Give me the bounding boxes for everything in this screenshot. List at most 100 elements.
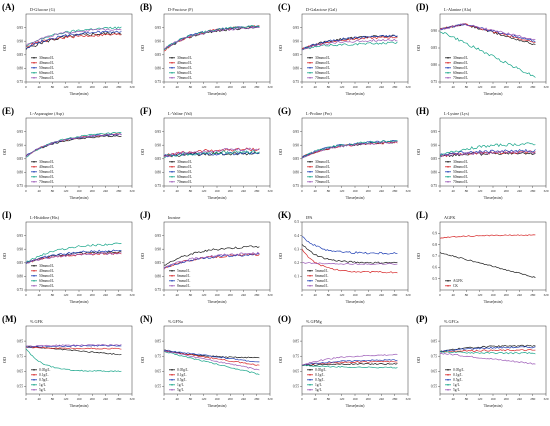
legend-label: 40mmol/L: [39, 61, 54, 65]
x-tick-label: 200: [228, 85, 233, 89]
x-tick-label: 320: [267, 293, 272, 297]
legend-marker: [33, 275, 35, 277]
legend-label: 50mmol/L: [39, 170, 54, 174]
panel-title: % GFMg: [306, 319, 323, 324]
y-axis-label: OD: [2, 253, 7, 259]
x-tick-label: 200: [90, 189, 95, 193]
series-line: [301, 139, 398, 159]
panel-title: L-Proline (Pro): [306, 111, 332, 116]
y-tick-label: 0.80: [293, 171, 299, 175]
x-tick-label: 320: [543, 293, 548, 297]
legend-label: 7mmol/L: [177, 279, 190, 283]
x-tick-label: 200: [90, 397, 95, 401]
legend-label: 60mmol/L: [39, 71, 54, 75]
x-tick-label: 40: [38, 85, 42, 89]
x-tick-label: 80: [327, 293, 331, 297]
x-tick-label: 200: [228, 397, 233, 401]
panel-7: (H) L-Lysine (Lys) 0.95 0.90 0.85 0.80 0.75 OD 0…: [416, 106, 549, 200]
series-line: [163, 25, 260, 50]
x-tick-label: 160: [214, 397, 219, 401]
panel-6: (G) L-Proline (Pro) 0.95 0.90 0.85 0.80 0.75 OD…: [278, 106, 411, 200]
legend-marker: [309, 285, 311, 287]
y-tick-label: 0.75: [293, 354, 299, 358]
series-line: [25, 33, 122, 48]
y-tick-label: 0.90: [17, 247, 23, 251]
x-tick-label: 160: [214, 85, 219, 89]
y-axis-label: OD: [278, 45, 283, 51]
x-tick-label: 280: [530, 397, 535, 401]
panel-5: (F) L-Valine (Val) 0.95 0.90 0.85 0.80 0.75 OD 0…: [140, 106, 273, 200]
x-tick-label: 240: [241, 85, 246, 89]
legend-label: 70mmol/L: [177, 76, 192, 80]
x-tick-label: 80: [51, 189, 55, 193]
x-tick-label: 40: [314, 397, 318, 401]
legend-label: 30mmol/L: [39, 264, 54, 268]
y-tick-label: 0.80: [155, 275, 161, 279]
y-tick-label: 0.75: [293, 80, 299, 84]
legend-label: 60mmol/L: [453, 71, 468, 75]
legend-marker: [447, 57, 449, 59]
x-tick-label: 120: [339, 189, 344, 193]
legend-label: 0.5g/L: [39, 378, 48, 382]
x-tick-label: 120: [63, 189, 68, 193]
panel-label: (A): [2, 2, 15, 12]
series-line: [439, 352, 536, 365]
x-tick-label: 0: [25, 293, 27, 297]
x-tick-label: 320: [267, 397, 272, 401]
y-tick-label: 0.55: [431, 385, 437, 389]
y-tick-label: 0.90: [17, 39, 23, 43]
x-tick-label: 160: [352, 293, 357, 297]
x-tick-label: 240: [379, 85, 384, 89]
legend-marker: [171, 166, 173, 168]
legend-marker: [171, 77, 173, 79]
series-line: [439, 31, 536, 78]
y-tick-label: 0.2: [295, 261, 300, 265]
y-tick-label: 0.75: [293, 184, 299, 188]
y-tick-label: 0.85: [17, 53, 23, 57]
legend-label: 5g/L: [39, 388, 46, 392]
x-tick-label: 160: [490, 189, 495, 193]
x-tick-label: 280: [116, 293, 121, 297]
y-tick-label: 0.65: [155, 370, 161, 374]
series-line: [25, 28, 122, 47]
y-axis-label: OD: [278, 357, 283, 363]
x-tick-label: 120: [339, 293, 344, 297]
panel-label: (M): [2, 314, 17, 324]
x-tick-label: 320: [129, 189, 134, 193]
y-tick-label: 0.75: [431, 354, 437, 358]
panel-15: (P) % GFCa 0.85 0.75 0.65 0.55 OD 0 40 80 120 160 20…: [416, 314, 549, 408]
y-tick-label: 0.8: [433, 243, 438, 247]
x-tick-label: 240: [103, 293, 108, 297]
legend-marker: [309, 384, 311, 386]
y-tick-label: 0.75: [155, 80, 161, 84]
x-tick-label: 80: [465, 397, 469, 401]
x-tick-label: 120: [201, 85, 206, 89]
x-tick-label: 240: [517, 85, 522, 89]
x-tick-label: 40: [314, 85, 318, 89]
series-line: [301, 236, 398, 255]
legend-marker: [171, 161, 173, 163]
x-tick-label: 120: [201, 397, 206, 401]
x-axis-label: Time(min): [70, 299, 89, 304]
legend-label: 60mmol/L: [39, 279, 54, 283]
series-line: [25, 132, 122, 158]
y-axis-label: OD: [416, 45, 421, 51]
x-tick-label: 280: [254, 189, 259, 193]
legend-marker: [33, 166, 35, 168]
y-tick-label: 0.75: [17, 80, 23, 84]
y-tick-label: 0.95: [155, 26, 161, 30]
x-tick-label: 0: [163, 397, 165, 401]
x-tick-label: 120: [477, 189, 482, 193]
legend-label: 60mmol/L: [453, 175, 468, 179]
legend-marker: [447, 285, 449, 287]
legend-marker: [309, 181, 311, 183]
x-axis-label: Time(min): [484, 403, 503, 408]
series-line: [301, 140, 398, 158]
x-tick-label: 0: [301, 397, 303, 401]
y-axis-label: OD: [416, 357, 421, 363]
x-tick-label: 280: [116, 85, 121, 89]
legend-label: 40mmol/L: [177, 61, 192, 65]
legend-label: 5g/L: [315, 388, 322, 392]
y-tick-label: 0.85: [431, 157, 437, 161]
legend-marker: [447, 166, 449, 168]
